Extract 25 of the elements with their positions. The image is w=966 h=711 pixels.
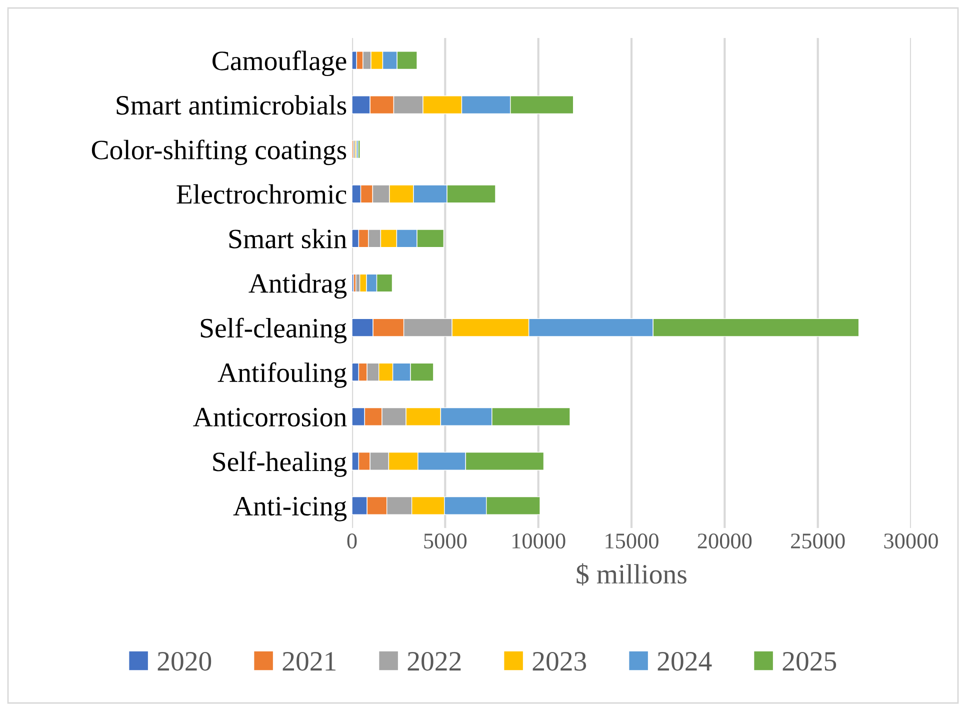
legend-label: 2022 [408,652,461,671]
legend-label: 2020 [158,652,212,671]
y-tick-label: Smart skin [229,228,347,248]
x-axis-title: $ millions [576,563,686,586]
x-tick-label: 0 [347,534,357,548]
legend-label: 2021 [282,652,336,671]
y-tick-label: Smart antimicrobials [116,95,346,115]
x-tick-label: 20000 [698,534,752,548]
x-tick-label: 5000 [424,534,467,548]
legend-label: 2025 [782,652,836,671]
x-tick-label: 25000 [791,534,845,548]
y-tick-label: Antidrag [248,273,347,299]
y-tick-label: Self-cleaning [200,318,347,344]
x-tick-label: 30000 [884,534,938,548]
y-tick-label: Anti-icing [233,496,347,522]
x-tick-label: 10000 [512,534,566,548]
y-tick-label: Antifouling [218,362,347,388]
y-tick-label: Self-healing [213,451,347,477]
y-tick-label: Electrochromic [176,184,346,204]
legend-label: 2023 [532,652,586,671]
y-tick-label: Color-shifting coatings [92,140,346,166]
y-tick-label: Camouflage [212,50,346,76]
y-tick-label: Anticorrosion [193,408,347,427]
legend-label: 2024 [658,652,712,671]
x-tick-label: 15000 [606,534,658,548]
